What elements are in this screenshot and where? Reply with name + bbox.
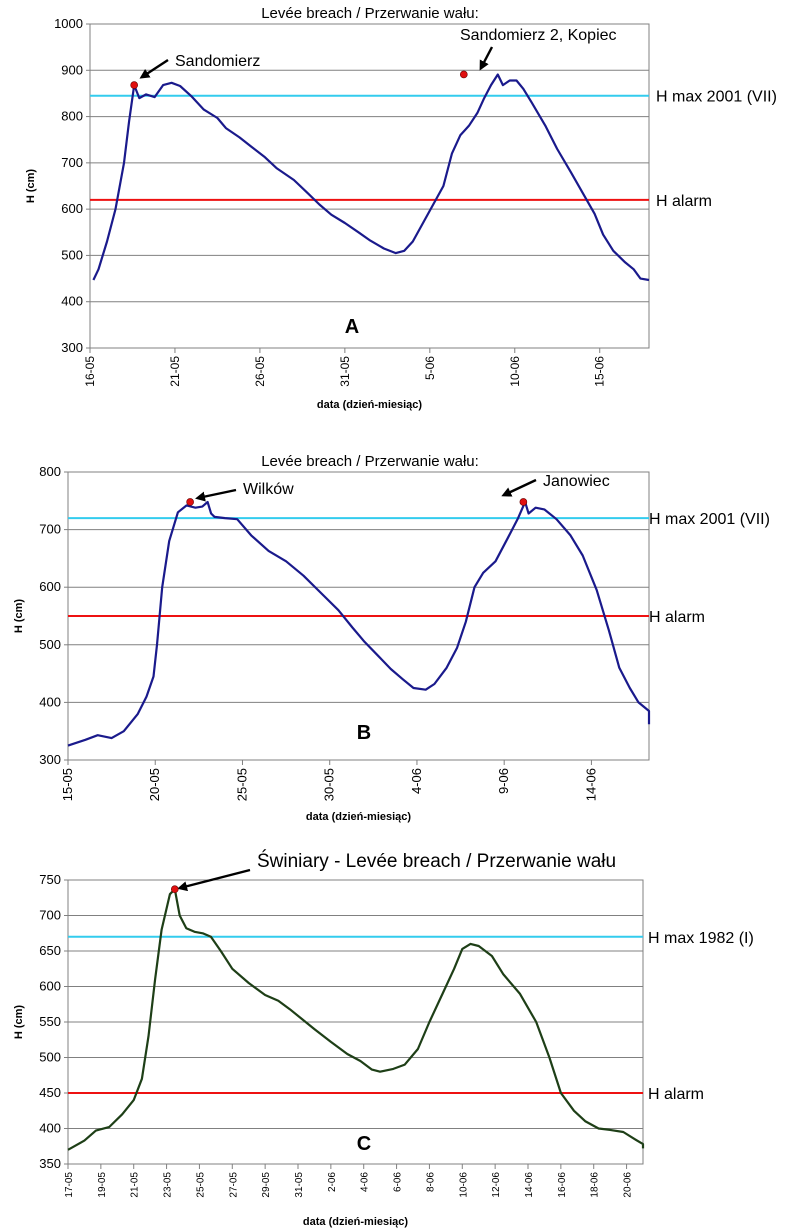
y-tick-label: 300 — [61, 340, 83, 355]
x-tick-label: 2-06 — [327, 1172, 338, 1192]
annotation-arrow — [177, 868, 251, 892]
x-tick-label: 5-06 — [423, 356, 437, 380]
breach-annotation: Świniary - Levée breach / Przerwanie wał… — [257, 850, 616, 872]
reference-line-label: H max 2001 (VII) — [649, 511, 770, 528]
x-tick-label: 21-05 — [130, 1172, 141, 1198]
x-tick-label: 20-05 — [147, 768, 162, 801]
y-axis-label: H (cm) — [13, 599, 25, 634]
breach-annotation: Janowiec — [543, 473, 610, 490]
x-tick-label: 18-06 — [590, 1172, 601, 1198]
chart-panel-a: 300 400 500 600 700 800 900 1000 16-05 21-05 26-05… — [25, 5, 777, 411]
annotation-arrow — [195, 488, 237, 502]
y-tick-label: 750 — [39, 872, 61, 887]
y-tick-label: 700 — [61, 155, 83, 170]
water-level-series — [67, 888, 645, 1151]
reference-line-label: H alarm — [656, 193, 712, 210]
x-tick-label: 29-05 — [261, 1172, 272, 1198]
breach-marker — [186, 498, 194, 506]
breach-marker — [130, 81, 138, 89]
reference-line-label: H max 2001 (VII) — [656, 89, 777, 106]
y-axis-label: H (cm) — [25, 169, 37, 204]
y-tick-label: 500 — [39, 637, 61, 652]
plot-area-border — [89, 23, 650, 349]
y-tick-label: 400 — [39, 1121, 61, 1136]
breach-marker — [459, 70, 468, 79]
x-tick-label: 4-06 — [360, 1172, 371, 1192]
reference-line-label: H max 1982 (I) — [648, 930, 754, 947]
y-tick-label: 400 — [39, 694, 61, 709]
x-axis-label: data (dzień-miesiąc) — [303, 1216, 408, 1228]
x-tick-label: 21-05 — [168, 356, 182, 387]
x-tick-label: 16-05 — [83, 356, 97, 387]
y-tick-label: 500 — [61, 247, 83, 262]
annotation-arrow — [139, 58, 169, 79]
y-tick-label: 650 — [39, 943, 61, 958]
x-axis-label: data (dzień-miesiąc) — [306, 811, 411, 823]
x-tick-label: 4-06 — [409, 768, 424, 794]
y-tick-label: 800 — [39, 464, 61, 479]
annotation-arrow — [501, 478, 537, 497]
chart-title: Levée breach / Przerwanie wału: — [261, 5, 479, 22]
x-tick-label: 10-06 — [458, 1172, 469, 1198]
x-tick-label: 27-05 — [228, 1172, 239, 1198]
y-tick-label: 900 — [61, 62, 83, 77]
y-tick-label: 800 — [61, 109, 83, 124]
y-tick-label: 300 — [39, 752, 61, 767]
x-tick-label: 15-05 — [60, 768, 75, 801]
breach-marker — [519, 498, 528, 506]
reference-line-label: H alarm — [648, 1086, 704, 1103]
x-tick-label: 25-05 — [234, 768, 249, 801]
y-tick-label: 600 — [39, 579, 61, 594]
panel-label: B — [357, 722, 371, 744]
reference-line-label: H alarm — [649, 609, 705, 626]
x-tick-label: 17-05 — [64, 1172, 75, 1198]
water-level-series — [92, 73, 650, 282]
x-tick-label: 26-05 — [253, 356, 267, 387]
annotation-arrow — [479, 46, 494, 71]
x-tick-label: 20-06 — [623, 1172, 634, 1198]
panel-label: A — [345, 316, 359, 338]
y-tick-label: 400 — [61, 294, 83, 309]
y-tick-label: 500 — [39, 1050, 61, 1065]
x-tick-label: 14-06 — [583, 768, 598, 801]
chart-panel-c: 350 400 450 500 550 600 650 700 750 17-05 19-05 21-… — [13, 850, 754, 1228]
plot-area-border — [67, 879, 644, 1165]
x-tick-label: 12-06 — [491, 1172, 502, 1198]
x-tick-label: 30-05 — [322, 768, 337, 801]
breach-annotation: Sandomierz — [175, 53, 260, 70]
x-tick-label: 15-06 — [593, 356, 607, 387]
y-tick-label: 350 — [39, 1156, 61, 1171]
x-tick-label: 9-06 — [496, 768, 511, 794]
x-tick-label: 10-06 — [508, 356, 522, 387]
y-axis-label: H (cm) — [13, 1005, 25, 1040]
x-tick-label: 19-05 — [97, 1172, 108, 1198]
x-tick-label: 25-05 — [195, 1172, 206, 1198]
y-tick-label: 700 — [39, 522, 61, 537]
x-tick-label: 16-06 — [557, 1172, 568, 1198]
panel-label: C — [357, 1133, 371, 1155]
x-axis-label: data (dzień-miesiąc) — [317, 399, 422, 411]
breach-annotation: Sandomierz 2, Kopiec — [460, 27, 617, 44]
y-tick-label: 1000 — [54, 16, 83, 31]
x-tick-label: 8-06 — [425, 1172, 436, 1192]
x-tick-label: 31-05 — [294, 1172, 305, 1198]
x-tick-label: 14-06 — [524, 1172, 535, 1198]
water-level-series — [67, 500, 651, 747]
breach-annotation: Wilków — [243, 481, 294, 498]
x-tick-label: 23-05 — [163, 1172, 174, 1198]
chart-title: Levée breach / Przerwanie wału: — [261, 453, 479, 470]
chart-panel-b: 300 400 500 600 700 800 15-05 20-05 25-05 30-05 4-… — [13, 453, 770, 823]
x-tick-label: 31-05 — [338, 356, 352, 387]
x-tick-label: 6-06 — [393, 1172, 404, 1192]
breach-marker — [170, 885, 179, 894]
y-tick-label: 600 — [39, 979, 61, 994]
y-tick-label: 550 — [39, 1014, 61, 1029]
y-tick-label: 700 — [39, 908, 61, 923]
y-tick-label: 450 — [39, 1085, 61, 1100]
y-tick-label: 600 — [61, 201, 83, 216]
